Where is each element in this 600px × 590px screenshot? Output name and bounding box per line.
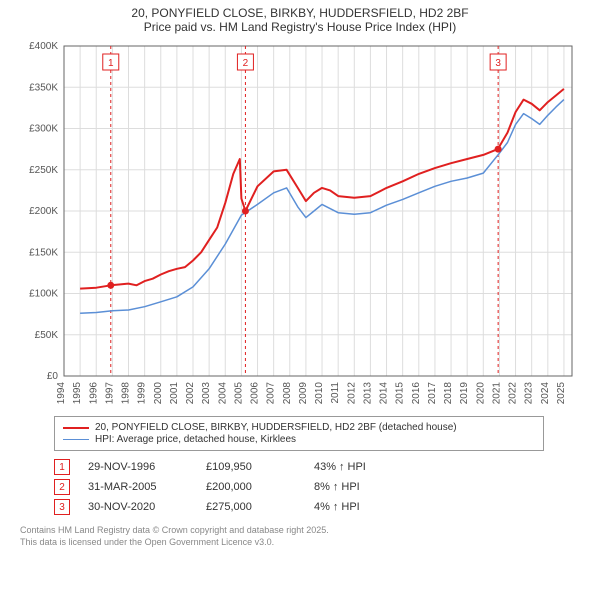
svg-text:2016: 2016 xyxy=(411,382,422,405)
svg-text:2021: 2021 xyxy=(491,382,502,405)
svg-text:£400K: £400K xyxy=(29,41,58,52)
footer-line-2: This data is licensed under the Open Gov… xyxy=(20,537,580,549)
svg-text:£200K: £200K xyxy=(29,206,58,217)
svg-text:£50K: £50K xyxy=(35,330,59,341)
title-line-2: Price paid vs. HM Land Registry's House … xyxy=(10,20,590,34)
svg-text:2013: 2013 xyxy=(362,382,373,405)
svg-text:2: 2 xyxy=(243,58,249,69)
svg-text:1999: 1999 xyxy=(137,382,148,405)
svg-text:2022: 2022 xyxy=(508,382,519,405)
legend-swatch xyxy=(63,439,89,441)
svg-text:1995: 1995 xyxy=(72,382,83,405)
svg-text:1998: 1998 xyxy=(121,382,132,405)
legend-item: 20, PONYFIELD CLOSE, BIRKBY, HUDDERSFIEL… xyxy=(63,422,535,433)
svg-text:1: 1 xyxy=(108,58,114,69)
sale-pct: 43%↑HPI xyxy=(314,461,366,473)
svg-text:2017: 2017 xyxy=(427,382,438,405)
legend-swatch xyxy=(63,427,89,429)
svg-text:2018: 2018 xyxy=(443,382,454,405)
svg-text:2019: 2019 xyxy=(459,382,470,405)
footer: Contains HM Land Registry data © Crown c… xyxy=(20,525,580,548)
svg-text:£150K: £150K xyxy=(29,247,58,258)
sale-pct: 8%↑HPI xyxy=(314,481,360,493)
footer-line-1: Contains HM Land Registry data © Crown c… xyxy=(20,525,580,537)
svg-text:2006: 2006 xyxy=(250,382,261,405)
sale-date: 31-MAR-2005 xyxy=(88,481,188,493)
chart-area: £0 £50K £100K £150K £200K £250K £300K £350K £400… xyxy=(20,40,580,410)
svg-text:1997: 1997 xyxy=(104,382,115,405)
sale-row: 2 31-MAR-2005 £200,000 8%↑HPI xyxy=(54,479,544,495)
sale-date: 30-NOV-2020 xyxy=(88,501,188,513)
svg-text:2000: 2000 xyxy=(153,382,164,405)
arrow-up-icon: ↑ xyxy=(339,461,345,473)
svg-text:£100K: £100K xyxy=(29,289,58,300)
title-line-1: 20, PONYFIELD CLOSE, BIRKBY, HUDDERSFIEL… xyxy=(10,6,590,20)
svg-text:£350K: £350K xyxy=(29,82,58,93)
sale-number-box: 2 xyxy=(54,479,70,495)
svg-text:2005: 2005 xyxy=(233,382,244,405)
svg-text:1994: 1994 xyxy=(56,382,67,405)
sale-date: 29-NOV-1996 xyxy=(88,461,188,473)
svg-text:2025: 2025 xyxy=(556,382,567,405)
line-chart: £0 £50K £100K £150K £200K £250K £300K £350K £400… xyxy=(20,40,580,410)
chart-title: 20, PONYFIELD CLOSE, BIRKBY, HUDDERSFIEL… xyxy=(0,0,600,36)
svg-text:£0: £0 xyxy=(47,371,59,382)
svg-text:2015: 2015 xyxy=(395,382,406,405)
sale-table: 1 29-NOV-1996 £109,950 43%↑HPI 2 31-MAR-2005 £… xyxy=(54,459,544,515)
svg-text:2024: 2024 xyxy=(540,382,551,405)
svg-text:2003: 2003 xyxy=(201,382,212,405)
sale-point-1 xyxy=(107,282,114,289)
svg-text:2020: 2020 xyxy=(475,382,486,405)
sale-price: £275,000 xyxy=(206,501,296,513)
svg-text:2001: 2001 xyxy=(169,382,180,405)
sale-number-box: 1 xyxy=(54,459,70,475)
sale-row: 3 30-NOV-2020 £275,000 4%↑HPI xyxy=(54,499,544,515)
svg-text:2023: 2023 xyxy=(524,382,535,405)
sale-row: 1 29-NOV-1996 £109,950 43%↑HPI xyxy=(54,459,544,475)
sale-point-3 xyxy=(495,146,502,153)
sale-pct: 4%↑HPI xyxy=(314,501,360,513)
svg-text:2002: 2002 xyxy=(185,382,196,405)
svg-text:2009: 2009 xyxy=(298,382,309,405)
svg-text:3: 3 xyxy=(495,58,501,69)
legend: 20, PONYFIELD CLOSE, BIRKBY, HUDDERSFIEL… xyxy=(54,416,544,451)
svg-text:2011: 2011 xyxy=(330,382,341,404)
svg-text:2010: 2010 xyxy=(314,382,325,405)
arrow-up-icon: ↑ xyxy=(333,501,339,513)
sale-point-2 xyxy=(242,208,249,215)
svg-text:£300K: £300K xyxy=(29,124,58,135)
sale-price: £109,950 xyxy=(206,461,296,473)
sale-price: £200,000 xyxy=(206,481,296,493)
legend-item: HPI: Average price, detached house, Kirk… xyxy=(63,434,535,445)
svg-text:2012: 2012 xyxy=(346,382,357,405)
svg-text:2008: 2008 xyxy=(282,382,293,405)
arrow-up-icon: ↑ xyxy=(333,481,339,493)
legend-label: HPI: Average price, detached house, Kirk… xyxy=(95,434,296,445)
legend-label: 20, PONYFIELD CLOSE, BIRKBY, HUDDERSFIEL… xyxy=(95,422,457,433)
svg-text:2014: 2014 xyxy=(379,382,390,405)
svg-text:£250K: £250K xyxy=(29,165,58,176)
svg-text:2007: 2007 xyxy=(266,382,277,405)
svg-text:2004: 2004 xyxy=(217,382,228,405)
sale-number-box: 3 xyxy=(54,499,70,515)
svg-text:1996: 1996 xyxy=(88,382,99,405)
